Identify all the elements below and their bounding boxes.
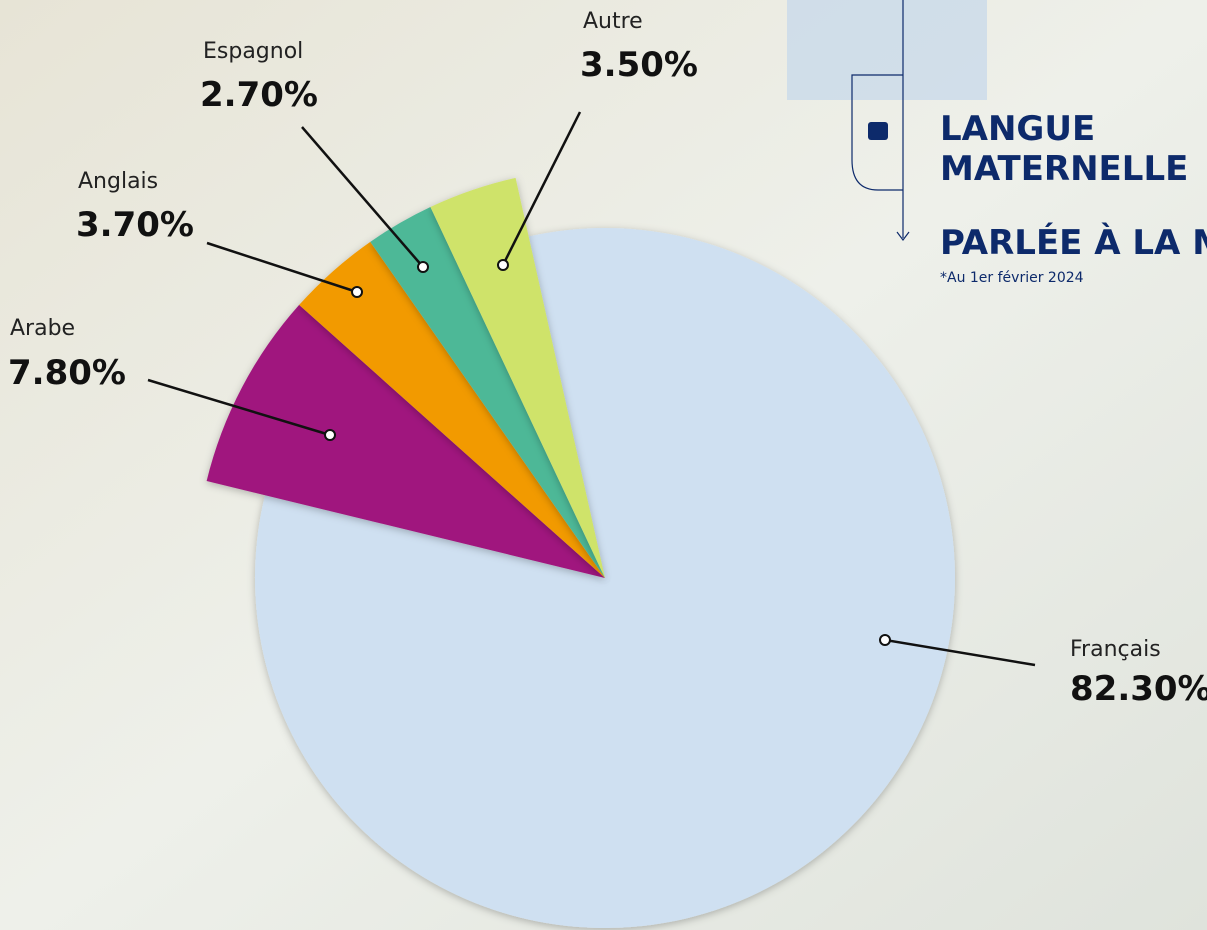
category-label: Français <box>1070 637 1161 662</box>
leader-dot <box>352 287 362 297</box>
leader-dot <box>880 635 890 645</box>
header-block <box>787 0 987 100</box>
value-label: 3.70% <box>76 205 194 245</box>
leader-dot <box>325 430 335 440</box>
title-line: MATERNELLE <box>940 149 1188 189</box>
subtitle: *Au 1er février 2024 <box>940 270 1084 286</box>
title-line: PARLÉE À LA M <box>940 222 1207 263</box>
leader-dot <box>498 260 508 270</box>
page: LANGUE MATERNELLE PARLÉE À LA M *Au 1er … <box>0 0 1207 930</box>
value-label: 82.30% <box>1070 669 1207 709</box>
category-label: Arabe <box>10 316 75 341</box>
value-label: 3.50% <box>580 45 698 85</box>
category-label: Autre <box>583 9 643 34</box>
chart: LANGUE MATERNELLE PARLÉE À LA M *Au 1er … <box>0 0 1207 930</box>
logo <box>868 122 888 140</box>
leader-dot <box>418 262 428 272</box>
value-label: 7.80% <box>8 353 126 393</box>
category-label: Anglais <box>78 169 158 194</box>
value-label: 2.70% <box>200 75 318 115</box>
category-label: Espagnol <box>203 39 303 64</box>
title-line: LANGUE <box>940 109 1095 149</box>
